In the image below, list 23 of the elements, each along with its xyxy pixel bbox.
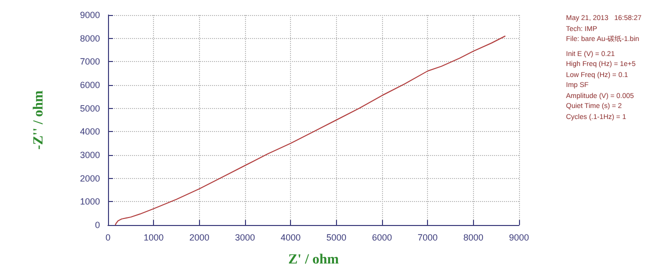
x-tick-label: 1000 xyxy=(144,232,164,242)
x-tick-label: 0 xyxy=(105,232,111,242)
x-tick-label: 7000 xyxy=(418,232,438,242)
x-tick-label: 4000 xyxy=(280,232,301,242)
y-tick-label: 3000 xyxy=(80,150,100,160)
x-tick-label: 5000 xyxy=(326,232,346,242)
x-tick-label: 3000 xyxy=(234,232,256,242)
y-axis-title: -Z'' / ohm xyxy=(32,90,46,150)
y-tick-label: 1000 xyxy=(80,196,100,207)
y-tick-label: 4000 xyxy=(80,126,100,137)
y-tick-label: 8000 xyxy=(80,33,100,44)
y-tick-label: 6000 xyxy=(80,80,100,90)
x-tick-label: 2000 xyxy=(189,232,210,242)
line-series xyxy=(114,36,506,226)
y-tick-label: 9000 xyxy=(80,10,100,20)
y-tick-label: 7000 xyxy=(80,56,100,67)
x-tick-label: 8000 xyxy=(463,232,484,242)
x-axis-title: Z' / ohm xyxy=(288,252,340,268)
y-tick-label: 0 xyxy=(94,220,100,230)
y-tick-label: 2000 xyxy=(80,173,100,184)
x-tick-label: 6000 xyxy=(372,232,392,242)
x-tick-label: 9000 xyxy=(508,232,530,242)
y-tick-label: 5000 xyxy=(80,103,100,114)
